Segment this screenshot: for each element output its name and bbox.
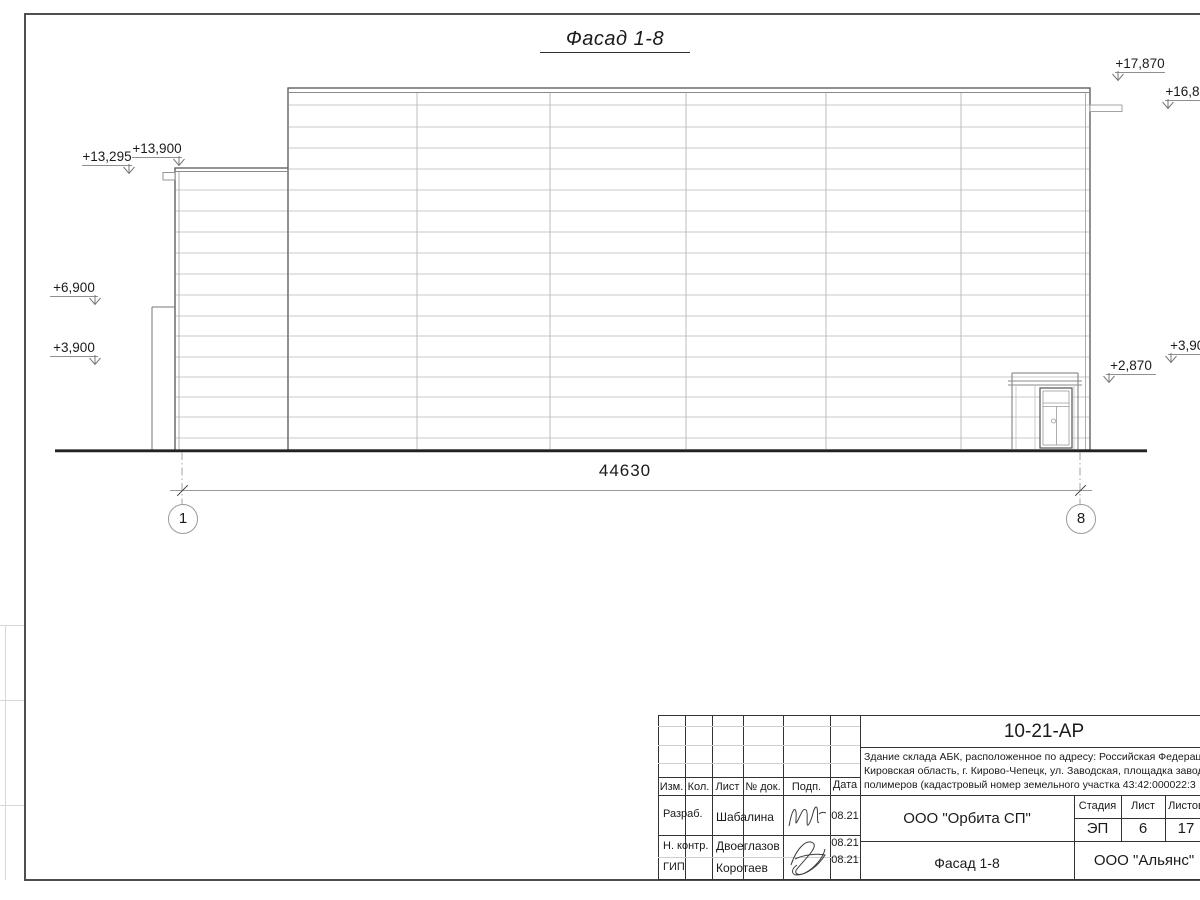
tb-grid — [860, 841, 1200, 842]
tb-col-ndok: № док. — [745, 781, 781, 793]
tb-contractor: ООО "Альянс" — [1093, 852, 1195, 869]
tb-sheet-label: Лист — [1131, 800, 1155, 812]
tb-grid — [658, 763, 860, 764]
elevation-mark: +16,870 — [1162, 84, 1200, 110]
elevation-value: +16,870 — [1165, 84, 1200, 99]
dimension-value: 44630 — [598, 461, 652, 480]
tb-grid — [830, 715, 831, 880]
tb-grid — [712, 715, 713, 880]
tb-grid — [1074, 795, 1075, 880]
tb-sheet-title: Фасад 1-8 — [934, 855, 1000, 871]
tb-grid — [783, 715, 784, 880]
tb-description-line: полимеров (кадастровый номер земельного … — [864, 779, 1196, 791]
elevation-mark: +17,870 — [1112, 56, 1165, 82]
elevation-arrow-icon — [89, 295, 101, 306]
tb-name: Коротаев — [716, 861, 768, 875]
tb-date: 08.21 — [831, 854, 859, 866]
elevation-value: +3,900 — [1170, 338, 1200, 353]
tb-col-podp: Подп. — [791, 781, 822, 793]
title-block: Изм. Кол. Лист № док. Подп. Дата Разраб.… — [658, 715, 1200, 880]
tb-stage: ЭП — [1086, 820, 1109, 837]
tb-role: Разраб. — [663, 808, 703, 820]
elevation-value: +13,900 — [132, 141, 182, 156]
tb-col-izm: Изм. — [659, 781, 684, 793]
margin-line — [0, 700, 24, 701]
elevation-mark: +3,900 — [1165, 338, 1200, 364]
frame-left — [24, 13, 26, 881]
tb-grid — [658, 857, 860, 858]
margin-line — [0, 625, 24, 626]
tb-date: 08.21 — [831, 837, 859, 849]
margin-line — [5, 625, 6, 880]
elevation-arrow-icon — [123, 164, 135, 175]
tb-grid — [658, 745, 860, 746]
tb-grid — [860, 715, 861, 880]
elevation-arrow-icon — [89, 355, 101, 366]
frame-top — [24, 13, 1200, 15]
elevation-arrow-icon — [173, 156, 185, 167]
axis-bubble-1: 1 — [168, 504, 198, 534]
tb-company: ООО "Орбита СП" — [903, 810, 1031, 827]
elevation-arrow-icon — [1112, 71, 1124, 82]
tb-sheet: 6 — [1138, 820, 1148, 837]
axis-bubble-8: 8 — [1066, 504, 1096, 534]
tb-name: Шабалина — [716, 810, 774, 824]
tb-col-kol: Кол. — [687, 781, 710, 793]
tb-name: Двоеглазов — [716, 839, 780, 853]
tb-border — [658, 715, 1200, 716]
tb-date: 08.21 — [831, 810, 859, 822]
elevation-arrow-icon — [1165, 353, 1177, 364]
elevation-arrow-icon — [1103, 373, 1115, 384]
margin-line — [0, 805, 24, 806]
tb-role: Н. контр. — [663, 840, 709, 852]
tb-grid — [743, 715, 744, 880]
elevation-arrow-icon — [1162, 99, 1174, 110]
elevation-value: +3,900 — [53, 340, 95, 355]
elevation-mark: +3,900 — [50, 340, 101, 366]
tb-sheets: 17 — [1177, 820, 1195, 837]
tb-sheets-label: Листов — [1168, 800, 1200, 812]
tb-grid — [658, 835, 860, 836]
tb-role: ГИП — [663, 861, 685, 873]
elevation-value: +6,900 — [53, 280, 95, 295]
tb-grid — [658, 777, 860, 778]
tb-border — [658, 715, 659, 880]
tb-border — [658, 879, 1200, 880]
tb-stage-label: Стадия — [1078, 800, 1117, 812]
drawing-title: Фасад 1-8 — [540, 28, 690, 53]
tb-description-line: Кировская область, г. Кирово-Чепецк, ул.… — [864, 765, 1200, 777]
tb-grid — [860, 747, 1200, 748]
tb-grid — [658, 795, 1200, 796]
tb-col-list: Лист — [715, 781, 740, 793]
elevation-mark: +13,295 — [82, 149, 135, 175]
elevation-value: +2,870 — [1110, 358, 1152, 373]
tb-col-data: Дата — [832, 779, 858, 791]
tb-grid — [658, 726, 860, 727]
elevation-mark: +13,900 — [132, 141, 185, 167]
elevation-value: +13,295 — [82, 149, 132, 164]
dimension-line — [170, 490, 1092, 491]
tb-description-line: Здание склада АБК, расположенное по адре… — [864, 751, 1200, 763]
elevation-value: +17,870 — [1115, 56, 1165, 71]
signature-gip — [790, 841, 826, 876]
elevation-mark: +6,900 — [50, 280, 101, 306]
frame-bottom — [24, 879, 1200, 882]
tb-doc-number: 10-21-АР — [1003, 721, 1085, 742]
elevation-mark: +2,870 — [1103, 358, 1156, 384]
tb-grid — [685, 715, 686, 880]
signature-razrab — [788, 806, 827, 827]
tb-grid — [1074, 818, 1200, 819]
